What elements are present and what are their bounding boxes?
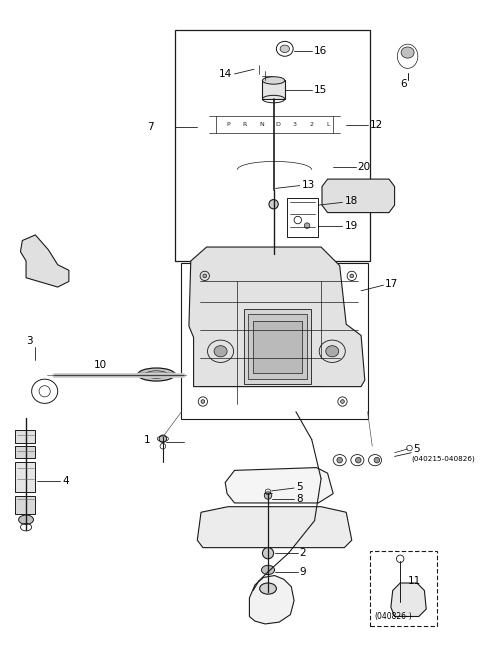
Ellipse shape xyxy=(269,199,278,209)
Text: 17: 17 xyxy=(385,279,398,289)
Text: 4: 4 xyxy=(62,476,69,485)
Text: 5: 5 xyxy=(413,444,420,454)
Ellipse shape xyxy=(262,565,275,575)
Text: 5: 5 xyxy=(296,482,302,492)
Text: 18: 18 xyxy=(344,196,358,207)
Ellipse shape xyxy=(337,457,342,463)
Text: 12: 12 xyxy=(370,120,383,130)
Bar xyxy=(15,495,36,514)
Ellipse shape xyxy=(203,274,206,277)
Bar xyxy=(287,197,318,237)
Text: 2: 2 xyxy=(300,548,306,558)
Ellipse shape xyxy=(260,583,276,594)
Text: 11: 11 xyxy=(408,576,421,586)
Text: 2: 2 xyxy=(310,122,314,127)
Text: 3: 3 xyxy=(293,122,297,127)
Ellipse shape xyxy=(214,346,227,357)
Text: D: D xyxy=(276,122,281,127)
Text: 19: 19 xyxy=(344,220,358,231)
Text: 3: 3 xyxy=(26,336,33,346)
Ellipse shape xyxy=(356,457,361,463)
Ellipse shape xyxy=(341,400,344,403)
Text: 9: 9 xyxy=(300,567,306,577)
Ellipse shape xyxy=(159,435,167,442)
Ellipse shape xyxy=(138,368,175,381)
Ellipse shape xyxy=(401,47,414,58)
Text: 13: 13 xyxy=(301,180,315,190)
Ellipse shape xyxy=(264,492,272,499)
Bar xyxy=(15,446,36,459)
Text: 15: 15 xyxy=(313,85,327,94)
Ellipse shape xyxy=(326,346,339,357)
Text: 6: 6 xyxy=(401,79,407,89)
Text: P: P xyxy=(226,122,230,127)
Text: 1: 1 xyxy=(144,435,151,445)
Bar xyxy=(15,462,36,492)
Polygon shape xyxy=(391,583,426,617)
Text: N: N xyxy=(259,122,264,127)
Bar xyxy=(244,310,311,384)
Bar xyxy=(248,314,307,379)
Text: 8: 8 xyxy=(296,494,302,504)
Ellipse shape xyxy=(201,400,205,403)
Ellipse shape xyxy=(263,77,285,84)
Text: R: R xyxy=(242,122,247,127)
Bar xyxy=(15,430,36,443)
Text: (040215-040826): (040215-040826) xyxy=(411,455,475,462)
Text: 20: 20 xyxy=(358,162,371,172)
Ellipse shape xyxy=(374,457,380,463)
Polygon shape xyxy=(225,468,333,503)
Polygon shape xyxy=(250,575,294,624)
Ellipse shape xyxy=(304,223,310,228)
Text: 16: 16 xyxy=(313,46,327,56)
Text: 7: 7 xyxy=(147,122,154,132)
Ellipse shape xyxy=(280,45,289,52)
Text: (040826-): (040826-) xyxy=(374,612,412,621)
Text: 14: 14 xyxy=(219,69,232,79)
Ellipse shape xyxy=(19,515,34,524)
Text: L: L xyxy=(327,122,330,127)
Polygon shape xyxy=(322,179,395,213)
Bar xyxy=(181,263,368,419)
Bar xyxy=(371,551,437,626)
Ellipse shape xyxy=(263,548,274,559)
Polygon shape xyxy=(189,247,365,386)
Bar xyxy=(253,321,301,373)
Text: 10: 10 xyxy=(94,360,107,370)
Polygon shape xyxy=(21,235,69,287)
Bar xyxy=(263,81,285,99)
Ellipse shape xyxy=(350,274,354,277)
Polygon shape xyxy=(197,506,352,548)
Bar xyxy=(175,30,371,261)
